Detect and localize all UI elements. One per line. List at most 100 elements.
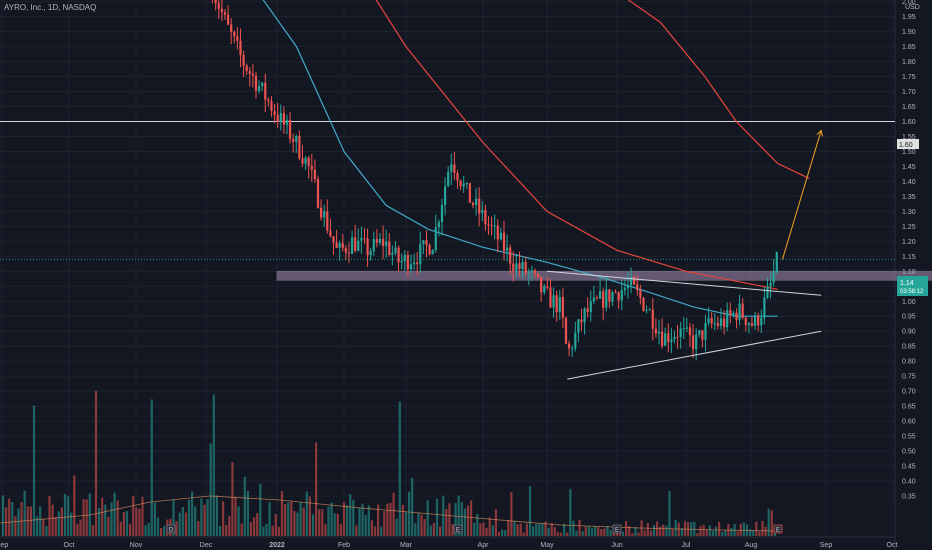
- candle-body: [369, 251, 372, 256]
- volume-bar: [680, 528, 683, 536]
- volume-bar: [457, 495, 460, 536]
- price-tick-label: 0.75: [902, 374, 916, 381]
- volume-bar: [705, 529, 708, 536]
- candle-body: [323, 211, 326, 218]
- price-tick-label: 0.40: [902, 479, 916, 486]
- candle-body: [388, 241, 391, 255]
- candle-body: [397, 247, 400, 263]
- volume-bar: [420, 514, 423, 536]
- candle-body: [704, 323, 707, 340]
- candle-body: [242, 55, 245, 66]
- volume-bar: [57, 511, 60, 536]
- volume-bar: [315, 442, 318, 536]
- volume-bar: [172, 499, 175, 536]
- candle-body: [350, 237, 354, 254]
- event-marker: [453, 524, 463, 534]
- volume-bar: [755, 521, 758, 536]
- candle-body: [459, 180, 462, 187]
- volume-bar: [209, 443, 212, 536]
- volume-bar: [346, 505, 349, 536]
- volume-bar: [367, 505, 370, 536]
- volume-bar: [284, 504, 287, 536]
- candle-body: [685, 327, 688, 329]
- price-tick-label: 0.60: [902, 419, 916, 426]
- volume-bar: [94, 390, 98, 536]
- candle-body: [406, 254, 409, 270]
- candle-body: [409, 264, 413, 270]
- volume-bar: [631, 533, 634, 536]
- moving-average-line-3: [627, 0, 810, 179]
- candle-body: [316, 179, 320, 208]
- candle-body: [543, 286, 546, 293]
- candle-body: [372, 239, 375, 252]
- volume-bar: [646, 523, 649, 536]
- volume-bar: [79, 519, 82, 536]
- price-tick-label: 1.95: [902, 14, 916, 21]
- candle-body: [546, 286, 549, 288]
- candle-body: [248, 71, 251, 74]
- volume-bar: [398, 401, 401, 536]
- candle-body: [385, 241, 388, 246]
- candle-body: [574, 332, 577, 349]
- volume-bar: [101, 497, 104, 536]
- volume-bar: [175, 521, 178, 536]
- volume-bar: [553, 527, 556, 536]
- volume-bar: [274, 514, 277, 536]
- candle-body: [431, 250, 434, 255]
- candle-body: [338, 243, 341, 248]
- candle-body: [437, 222, 440, 228]
- candle-body: [335, 242, 338, 248]
- candle-body: [769, 282, 772, 287]
- volume-bar: [305, 491, 308, 536]
- candle-body: [577, 319, 580, 333]
- price-tick-label: 0.55: [902, 434, 916, 441]
- price-tick-label: 0.35: [902, 493, 916, 500]
- candle-body: [254, 75, 258, 91]
- volume-bar: [575, 530, 578, 536]
- volume-bar: [525, 523, 528, 536]
- time-axis[interactable]: Sep Oct Nov Dec 2022 Feb Mar Apr May Jun Jul Aug Sep…: [0, 536, 897, 549]
- candle-body: [592, 297, 595, 302]
- candle-body: [378, 238, 382, 243]
- candle-body: [741, 303, 744, 318]
- candle-body: [654, 328, 657, 334]
- volume-bar: [742, 522, 745, 536]
- volume-bar: [572, 520, 575, 536]
- volume-bar: [730, 527, 733, 536]
- volume-bar: [460, 502, 463, 536]
- currency-label: USD: [905, 4, 920, 11]
- candle-body: [453, 164, 456, 173]
- volume-bar: [265, 523, 268, 536]
- volume-bar: [132, 496, 135, 536]
- candle-body: [363, 238, 366, 240]
- volume-bar: [628, 526, 631, 536]
- candle-body: [626, 284, 630, 289]
- volume-bar: [82, 499, 85, 536]
- last-price-label: 1.14: [900, 280, 914, 287]
- price-axis[interactable]: USD 2.00 1.95 1.90 1.85 1.80 1.75 1.70 1.65 1.60…: [902, 0, 920, 500]
- candle-body: [657, 331, 661, 334]
- volume-bar: [714, 526, 718, 536]
- candle-body: [586, 308, 589, 312]
- volume-bar: [243, 476, 246, 536]
- candle-body: [567, 343, 571, 349]
- volume-bar: [584, 526, 587, 536]
- candle-body: [481, 210, 484, 214]
- volume-bar: [767, 508, 770, 536]
- candlestick-series: [212, 0, 778, 360]
- volume-bar: [296, 512, 299, 536]
- volume-bar: [234, 496, 237, 536]
- price-tick-label: 1.70: [902, 89, 916, 96]
- candle-body: [282, 113, 285, 125]
- volume-bar: [191, 491, 194, 536]
- volume-bar: [228, 516, 231, 536]
- volume-bar: [718, 521, 721, 536]
- time-tick-label: 2022: [269, 542, 285, 549]
- volume-bar: [163, 525, 166, 536]
- volume-bar: [590, 528, 594, 536]
- volume-bar: [749, 529, 752, 536]
- candle-body: [484, 210, 487, 224]
- volume-bar: [268, 502, 271, 536]
- price-tick-label: 1.30: [902, 209, 916, 216]
